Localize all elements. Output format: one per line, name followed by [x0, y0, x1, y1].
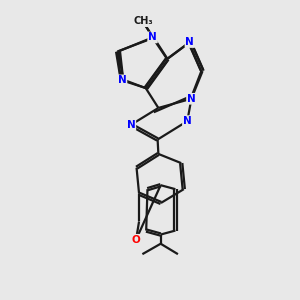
Text: N: N [148, 32, 157, 43]
Text: N: N [183, 116, 192, 126]
Text: N: N [127, 120, 135, 130]
Text: N: N [118, 75, 127, 85]
Text: O: O [132, 235, 140, 245]
Text: N: N [187, 94, 196, 104]
Text: CH₃: CH₃ [133, 16, 153, 26]
Text: N: N [185, 37, 194, 47]
